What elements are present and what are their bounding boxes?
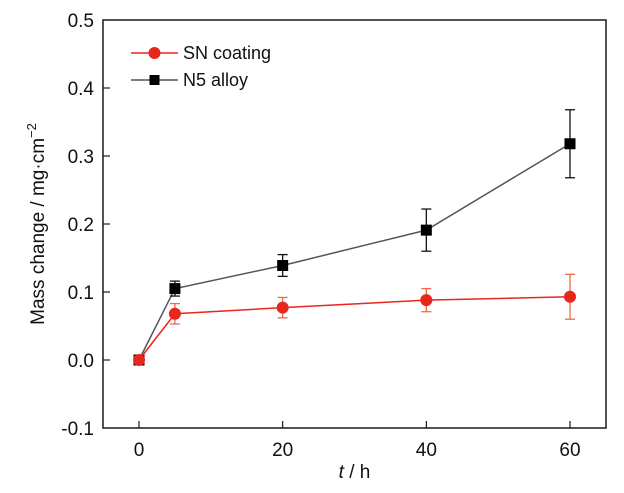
series-sn-coating [133,273,576,366]
data-point-sn-coating [276,301,289,314]
legend: SN coating N5 alloy [131,43,271,90]
y-axis-title-superscript: −2 [24,123,39,138]
y-tick-label: -0.1 [61,419,94,440]
y-tick-label: 0.3 [68,147,94,168]
y-tick-label: 0.2 [68,215,94,236]
series-line-sn-coating [138,296,571,361]
y-axis: -0.1 0.0 0.1 0.2 0.3 0.4 0.5 [61,11,110,440]
data-point-sn-coating [133,354,145,366]
data-point-sn-coating [168,307,181,320]
y-axis-title-text: Mass change / mg·cm [28,138,49,325]
data-point-sn-coating [564,290,576,303]
data-point-n5-alloy [420,224,432,236]
x-tick-label: 0 [134,440,145,461]
x-tick-label: 20 [272,440,293,461]
x-axis-title-unit: / h [344,462,370,483]
data-point-n5-alloy [564,138,576,150]
x-axis-title: t / h [339,462,371,483]
data-point-sn-coating [420,294,433,307]
y-axis-title: Mass change / mg·cm−2 [24,123,49,325]
series-layer [133,109,576,366]
legend-label-sn-coating: SN coating [183,43,271,63]
y-tick-label: 0.4 [68,79,95,100]
series-line-n5-alloy [138,143,571,361]
series-n5-alloy [133,109,576,366]
x-axis-title-var: t [339,462,345,483]
x-axis: 0 20 40 60 [134,421,581,461]
legend-marker-sn-coating [148,47,161,59]
data-point-n5-alloy [277,259,289,271]
y-tick-label: 0.5 [68,11,94,32]
legend-marker-n5-alloy [149,75,160,85]
legend-label-n5-alloy: N5 alloy [183,70,248,90]
data-point-n5-alloy [169,283,181,295]
legend-item-sn-coating: SN coating [131,43,271,63]
legend-item-n5-alloy: N5 alloy [131,70,248,90]
plot-frame [102,19,607,429]
x-tick-label: 60 [559,440,580,461]
y-tick-label: 0.1 [68,283,94,304]
x-tick-label: 40 [416,440,437,461]
y-tick-label: 0.0 [68,351,94,372]
